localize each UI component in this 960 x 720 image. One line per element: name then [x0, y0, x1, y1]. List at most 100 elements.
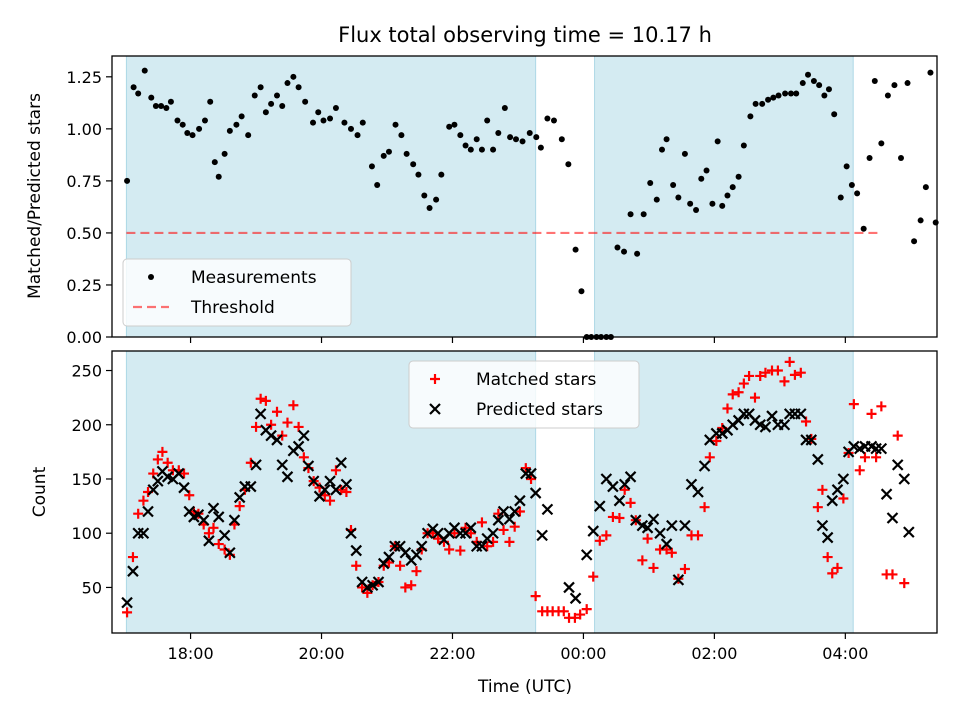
x-tick-label: 04:00 [822, 644, 868, 663]
data-point [897, 154, 904, 161]
data-point [476, 540, 488, 553]
data-point [714, 138, 721, 145]
data-point [335, 456, 347, 469]
data-point [457, 132, 464, 139]
data-point [699, 502, 710, 513]
data-point [525, 467, 537, 480]
data-point [383, 551, 395, 563]
data-point [704, 452, 715, 463]
data-point [587, 525, 600, 537]
data-point [272, 406, 282, 417]
data-point [601, 530, 612, 541]
data-point [782, 90, 789, 97]
data-point [821, 92, 828, 99]
data-point [784, 356, 795, 367]
data-point [619, 484, 630, 495]
data-point [495, 130, 502, 137]
data-point [670, 182, 677, 189]
bottom-panel-counts: 18:00 20:00 22:00 00:00 02:00 04:00 50 100 150 20… [71, 350, 938, 663]
data-point [250, 459, 262, 471]
data-point [245, 480, 257, 493]
data-point [357, 582, 368, 593]
data-point [614, 513, 625, 524]
data-point [904, 80, 911, 87]
data-point [729, 184, 736, 191]
data-point [787, 90, 794, 97]
data-point [302, 98, 309, 105]
data-point [899, 578, 910, 589]
legend-label-matched: Matched stars [476, 370, 596, 390]
data-point [727, 389, 738, 400]
data-point [799, 80, 806, 87]
data-point [772, 365, 783, 376]
data-point [211, 159, 218, 166]
data-point [476, 517, 487, 528]
data-point [789, 369, 800, 380]
data-point [759, 421, 772, 433]
data-point [760, 367, 771, 378]
data-point [663, 136, 670, 143]
data-point [336, 484, 347, 495]
y-tick-label: 50 [82, 578, 102, 597]
data-point [341, 487, 352, 497]
y-tick-label: 250 [71, 362, 102, 381]
data-point [679, 519, 691, 532]
data-point [433, 196, 440, 203]
data-point [932, 219, 939, 226]
data-point [558, 136, 565, 143]
data-point [213, 539, 224, 550]
data-point [226, 127, 233, 134]
data-point [859, 452, 870, 463]
data-point [400, 582, 411, 593]
data-point [207, 502, 220, 515]
data-point [484, 117, 491, 124]
data-point [765, 96, 772, 103]
data-point [544, 115, 551, 122]
data-point [255, 393, 266, 404]
data-point [666, 519, 678, 532]
data-point [837, 194, 844, 201]
data-point [135, 90, 142, 97]
data-point [613, 494, 626, 507]
data-point [659, 146, 665, 153]
y-tick-label: 200 [71, 416, 102, 435]
data-point [812, 502, 823, 513]
data-point [832, 562, 843, 573]
data-point [891, 82, 898, 89]
data-point [911, 238, 918, 245]
data-point [795, 367, 806, 378]
data-point [831, 484, 844, 496]
data-point [350, 544, 363, 557]
data-point [282, 417, 293, 428]
legend-box [408, 360, 640, 429]
data-point [770, 94, 777, 101]
data-point [526, 130, 533, 137]
observing-span [594, 55, 854, 338]
axes-frame [111, 350, 938, 634]
data-point [816, 82, 823, 89]
data-point [406, 580, 417, 591]
data-point [398, 132, 405, 139]
data-point [207, 98, 214, 105]
data-point [778, 418, 791, 431]
data-point [698, 460, 711, 472]
data-point [395, 560, 406, 571]
data-point [130, 84, 137, 91]
data-point [903, 526, 915, 538]
data-point [127, 552, 138, 563]
data-point [526, 473, 537, 484]
data-point [163, 105, 170, 112]
data-point [854, 465, 865, 476]
data-point [266, 419, 277, 430]
data-point [693, 530, 704, 541]
data-point [698, 175, 705, 182]
data-point [127, 565, 139, 577]
data-point [302, 460, 315, 472]
data-point [578, 288, 585, 295]
data-point [514, 494, 526, 507]
data-point [368, 163, 375, 170]
data-point [157, 446, 168, 457]
data-point [254, 408, 267, 420]
data-point [812, 453, 824, 466]
data-point [519, 138, 526, 145]
